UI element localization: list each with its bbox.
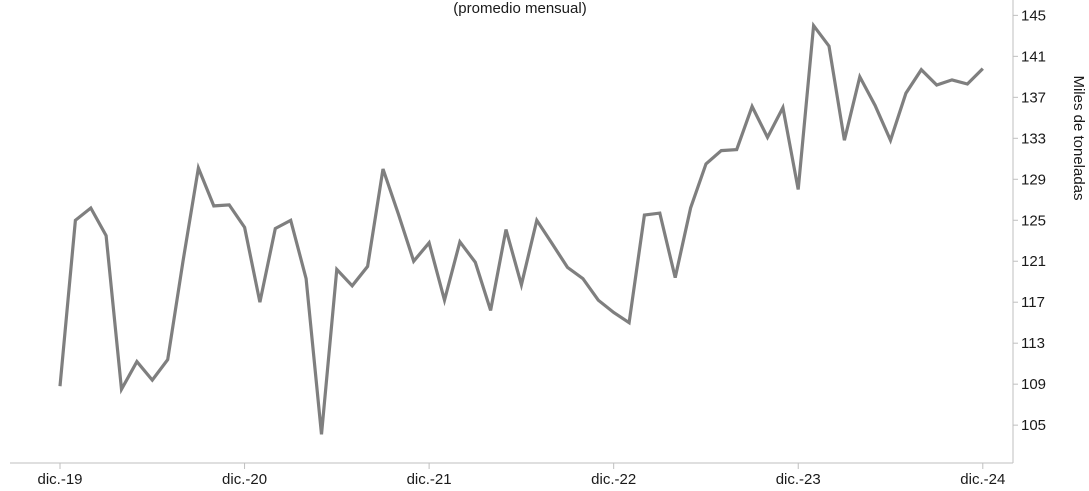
x-tick-label: dic.-22: [591, 471, 636, 488]
x-tick-label: dic.-19: [37, 471, 82, 488]
data-point: [120, 388, 123, 391]
y-tick-label: 145: [1021, 7, 1046, 24]
data-point: [674, 276, 677, 279]
data-point: [505, 228, 508, 231]
y-tick-label: 121: [1021, 253, 1046, 270]
data-point: [74, 219, 77, 222]
data-point: [966, 83, 969, 86]
data-point: [105, 234, 108, 237]
x-tick-label: dic.-23: [776, 471, 821, 488]
data-point: [212, 204, 215, 207]
y-tick-label: 113: [1021, 335, 1045, 352]
data-point: [151, 379, 154, 382]
data-point: [628, 321, 631, 324]
y-tick-label: 109: [1021, 376, 1046, 393]
y-tick-label: 117: [1021, 294, 1045, 311]
data-point: [258, 301, 261, 304]
data-point: [228, 203, 231, 206]
data-point: [305, 277, 308, 280]
data-point: [904, 92, 907, 95]
data-point: [658, 212, 661, 215]
data-point: [781, 106, 784, 109]
y-tick-label: 141: [1021, 48, 1046, 65]
data-point: [166, 358, 169, 361]
data-point: [274, 227, 277, 230]
data-point: [843, 139, 846, 142]
x-axis: dic.-19 dic.-20 dic.-21 dic.-22 dic.-23 dic.-…: [10, 462, 1013, 488]
data-point: [135, 360, 138, 363]
y-tick-label: 105: [1021, 417, 1046, 434]
data-point: [920, 68, 923, 71]
data-point: [812, 24, 815, 27]
data-point: [612, 311, 615, 314]
data-point: [858, 75, 861, 78]
data-point: [889, 139, 892, 142]
x-tick-label: dic.-20: [222, 471, 267, 488]
data-point: [474, 261, 477, 264]
data-point: [535, 219, 538, 222]
y-tick-label: 137: [1021, 89, 1046, 106]
data-point: [874, 104, 877, 107]
y-tick-label: 133: [1021, 130, 1046, 147]
data-point: [705, 162, 708, 165]
data-point: [766, 136, 769, 139]
data-point: [243, 226, 246, 229]
data-point: [951, 78, 954, 81]
data-point: [720, 149, 723, 152]
data-point: [382, 168, 385, 171]
data-point: [182, 260, 185, 263]
series-group: [58, 21, 984, 436]
y-tick-label: 125: [1021, 212, 1046, 229]
data-point: [59, 385, 62, 388]
data-point: [597, 299, 600, 302]
y-axis-label: Miles de toneladas: [1070, 75, 1087, 200]
x-tick-label: dic.-24: [960, 471, 1005, 488]
data-point: [428, 241, 431, 244]
y-axis: 105 109 113 117 121 125 129 133 137 141 145: [1012, 0, 1046, 463]
data-point: [797, 188, 800, 191]
data-point: [566, 266, 569, 269]
data-point: [366, 265, 369, 268]
data-point: [581, 277, 584, 280]
y-tick-label: 129: [1021, 171, 1046, 188]
data-point: [520, 283, 523, 286]
data-point: [689, 207, 692, 210]
data-point: [351, 284, 354, 287]
data-point: [489, 309, 492, 312]
x-tick-label: dic.-21: [407, 471, 452, 488]
data-point: [335, 268, 338, 271]
data-point: [89, 207, 92, 210]
data-point: [735, 148, 738, 151]
series-line: [58, 21, 984, 435]
data-point: [981, 67, 984, 70]
data-point: [828, 45, 831, 48]
data-point: [289, 219, 292, 222]
data-point: [397, 213, 400, 216]
data-point: [412, 260, 415, 263]
data-point: [197, 167, 200, 170]
data-point: [320, 433, 323, 436]
data-point: [551, 242, 554, 245]
data-point: [935, 84, 938, 87]
data-point: [643, 214, 646, 217]
data-point: [458, 240, 461, 243]
data-point: [443, 299, 446, 302]
data-point: [751, 105, 754, 108]
chart-subtitle: (promedio mensual): [453, 0, 586, 17]
